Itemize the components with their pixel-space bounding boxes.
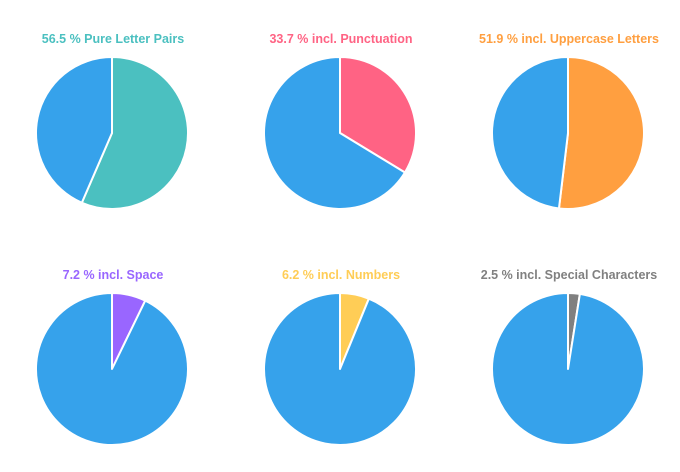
chart-title: 51.9 % incl. Uppercase Letters xyxy=(479,32,659,46)
pie-slice-remainder xyxy=(491,292,645,446)
pie-svg xyxy=(491,56,645,210)
pie-svg xyxy=(491,292,645,446)
pie-svg xyxy=(35,292,189,446)
chart-title: 2.5 % incl. Special Characters xyxy=(480,268,658,282)
pie-chart-space: 7.2 % incl. Space xyxy=(0,236,226,472)
pie-slice-highlight xyxy=(80,56,189,210)
pie-slice-remainder xyxy=(491,56,569,210)
pie-chart-punctuation: 33.7 % incl. Punctuation xyxy=(228,0,454,236)
pie-svg xyxy=(263,292,417,446)
chart-title: 33.7 % incl. Punctuation xyxy=(269,32,413,46)
pie-slice-remainder xyxy=(35,292,189,446)
pie-svg xyxy=(263,56,418,210)
pie-chart-pure-letter-pairs: 56.5 % Pure Letter Pairs xyxy=(0,0,226,236)
pie-slice-highlight xyxy=(557,56,645,210)
pie-slice-remainder xyxy=(263,56,406,210)
pie-svg xyxy=(35,56,189,210)
chart-title: 7.2 % incl. Space xyxy=(62,268,164,282)
pie-slice-remainder xyxy=(35,56,113,204)
chart-title: 6.2 % incl. Numbers xyxy=(281,268,401,282)
pie-slice-remainder xyxy=(263,292,417,446)
pie-chart-numbers: 6.2 % incl. Numbers xyxy=(228,236,454,472)
pie-chart-uppercase-letters: 51.9 % incl. Uppercase Letters xyxy=(456,0,680,236)
pie-chart-special-characters: 2.5 % incl. Special Characters xyxy=(456,236,680,472)
chart-title: 56.5 % Pure Letter Pairs xyxy=(41,32,185,46)
